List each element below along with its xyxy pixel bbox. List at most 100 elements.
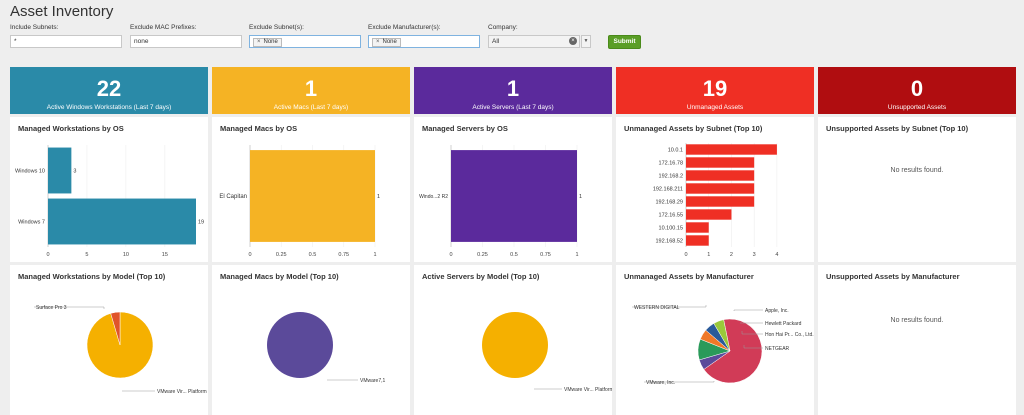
chart-unmanaged-by-manufacturer: VMware, Inc. WESTERN DIGITAL Apple, Inc. He… <box>632 305 814 386</box>
filter-bar: Include Subnets: * Exclude MAC Prefixes:… <box>10 24 1020 54</box>
company-filter: Company: All × ▼ <box>488 24 591 48</box>
x-tick-label: 15 <box>162 252 168 258</box>
bar <box>686 209 732 220</box>
kpi-caption: Active Macs (Last 7 days) <box>273 104 349 111</box>
chevron-down-icon[interactable]: ▼ <box>581 35 591 48</box>
exclude-subnet-input[interactable]: × None <box>249 35 361 48</box>
pie-label: WESTERN DIGITAL <box>634 305 680 311</box>
x-tick-label: 1 <box>575 252 578 258</box>
leader-line <box>34 306 105 309</box>
kpi-active-macs[interactable]: 1 Active Macs (Last 7 days) <box>212 67 410 114</box>
pie-label: VMware Vir... Platform <box>564 387 612 393</box>
data-label: 19 <box>198 220 204 226</box>
y-tick-label: 172.16.55 <box>659 213 683 219</box>
exclude-manufacturer-tag[interactable]: × None <box>372 38 401 47</box>
pie-label: VMware7,1 <box>360 378 386 384</box>
kpi-caption: Unsupported Assets <box>887 104 947 111</box>
bar <box>250 150 375 242</box>
x-tick-label: 2 <box>730 252 733 258</box>
company-label: Company: <box>488 24 518 31</box>
include-subnets-input[interactable]: * <box>10 35 122 48</box>
pie-slice <box>482 312 548 378</box>
kpi-active-windows-workstations[interactable]: 22 Active Windows Workstations (Last 7 d… <box>10 67 208 114</box>
panel-servers-by-os: Managed Servers by OS 0 0.25 0.5 0.75 1 Windo… <box>414 117 612 262</box>
x-tick-label: 0 <box>46 252 49 258</box>
x-tick-label: 0 <box>684 252 687 258</box>
exclude-subnet-tag-label: None <box>263 39 278 45</box>
leader-line <box>644 381 715 383</box>
pie-label: VMware Vir... Platform <box>157 389 207 395</box>
panel-title: Managed Servers by OS <box>422 124 508 133</box>
exclude-subnet-filter: Exclude Subnet(s): × None <box>249 24 361 48</box>
panel-workstations-by-model: Managed Workstations by Model (Top 10) V… <box>10 265 208 415</box>
panel-unmanaged-by-manufacturer: Unmanaged Assets by Manufacturer VMware,… <box>616 265 814 415</box>
tag-remove-icon[interactable]: × <box>257 39 261 45</box>
pie-slice <box>713 319 731 352</box>
kpi-unmanaged-assets[interactable]: 19 Unmanaged Assets <box>616 67 814 114</box>
exclude-mac-filter: Exclude MAC Prefixes: none <box>130 24 242 48</box>
exclude-manufacturer-input[interactable]: × None <box>368 35 480 48</box>
kpi-value: 0 <box>910 76 924 101</box>
chart-unmanaged-by-subnet: 0 1 2 3 4 10.0.1 172.16.78 192.168.2 192.168.211… <box>653 143 778 258</box>
y-tick-label: El Capitan <box>219 194 247 200</box>
bar <box>686 144 777 155</box>
chart-servers-by-model: VMware Vir... Platform <box>482 312 612 393</box>
pie-label: Hon Hai Pr... Co., Ltd. <box>765 332 814 338</box>
x-tick-label: 4 <box>775 252 778 258</box>
panel-title: Managed Workstations by Model (Top 10) <box>18 272 166 281</box>
pie-slice <box>110 311 121 346</box>
kpi-caption: Active Servers (Last 7 days) <box>472 104 554 111</box>
leader-line <box>741 331 763 335</box>
page-title: Asset Inventory <box>10 3 114 20</box>
submit-button[interactable]: Submit <box>608 35 641 49</box>
kpi-value: 1 <box>506 76 520 101</box>
include-subnets-label: Include Subnets: <box>10 24 59 31</box>
data-label: 1 <box>377 194 380 200</box>
data-label: 3 <box>73 169 76 175</box>
chart-workstations-by-model: VMware Vir... Platform Surface Pro 3 <box>34 305 207 395</box>
x-tick-label: 0.75 <box>540 252 551 258</box>
x-tick-label: 0.25 <box>276 252 287 258</box>
pie-slice <box>703 318 763 384</box>
kpi-value: 1 <box>304 76 318 101</box>
y-tick-label: 10.100.15 <box>659 226 683 232</box>
exclude-manufacturer-label: Exclude Manufacturer(s): <box>368 24 441 31</box>
include-subnets-filter: Include Subnets: * <box>10 24 122 48</box>
panel-title: Unmanaged Assets by Manufacturer <box>624 272 754 281</box>
bar <box>686 183 755 194</box>
panel-title: Managed Macs by Model (Top 10) <box>220 272 339 281</box>
bar <box>686 170 755 181</box>
data-label: 1 <box>579 194 582 200</box>
panel-workstations-by-os: Managed Workstations by OS 0 5 10 15 Windows… <box>10 117 208 262</box>
x-tick-label: 0.75 <box>338 252 349 258</box>
bar <box>48 198 196 245</box>
kpi-caption: Unmanaged Assets <box>686 104 744 111</box>
x-tick-label: 0.25 <box>477 252 488 258</box>
y-tick-label: Windows 7 <box>18 220 45 226</box>
kpi-active-servers[interactable]: 1 Active Servers (Last 7 days) <box>414 67 612 114</box>
panel-unsupported-by-manufacturer: Unsupported Assets by Manufacturer No re… <box>818 265 1016 415</box>
no-results-text: No results found. <box>890 317 944 324</box>
panel-servers-by-model: Active Servers by Model (Top 10) VMware … <box>414 265 612 415</box>
x-tick-label: 0.5 <box>510 252 518 258</box>
panel-title: Managed Workstations by OS <box>18 124 124 133</box>
panel-title: Unsupported Assets by Manufacturer <box>826 272 960 281</box>
panel-unsupported-by-subnet: Unsupported Assets by Subnet (Top 10) No… <box>818 117 1016 262</box>
x-tick-label: 5 <box>85 252 88 258</box>
pie-label: Surface Pro 3 <box>36 305 67 311</box>
panel-title: Active Servers by Model (Top 10) <box>422 272 540 281</box>
company-select[interactable]: All <box>488 35 580 48</box>
x-tick-label: 1 <box>373 252 376 258</box>
clear-icon[interactable]: × <box>569 37 577 45</box>
x-tick-label: 0 <box>449 252 452 258</box>
panel-unmanaged-by-subnet: Unmanaged Assets by Subnet (Top 10) 0 1 2 3… <box>616 117 814 262</box>
exclude-subnet-tag[interactable]: × None <box>253 38 282 47</box>
kpi-unsupported-assets[interactable]: 0 Unsupported Assets <box>818 67 1016 114</box>
tag-remove-icon[interactable]: × <box>376 39 380 45</box>
pie-label: NETGEAR <box>765 346 790 352</box>
leader-line <box>743 345 763 349</box>
exclude-mac-input[interactable]: none <box>130 35 242 48</box>
bar <box>686 157 755 168</box>
chart-macs-by-os: 0 0.25 0.5 0.75 1 El Capitan 1 <box>219 145 380 258</box>
kpi-caption: Active Windows Workstations (Last 7 days… <box>46 104 172 111</box>
